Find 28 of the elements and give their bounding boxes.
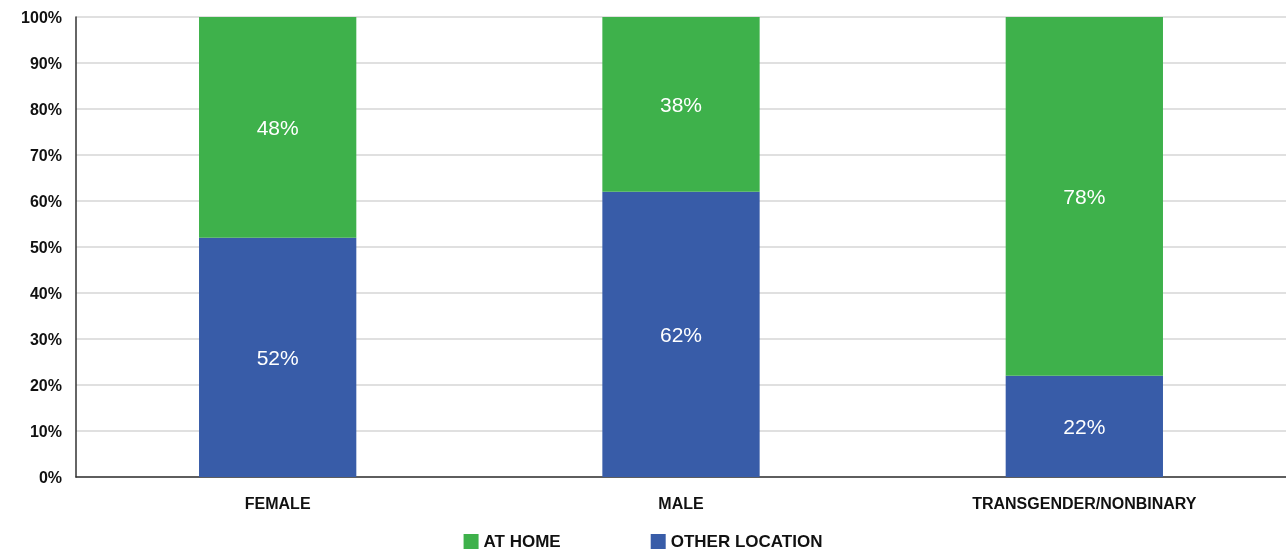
- y-tick-label: 20%: [29, 376, 62, 394]
- data-label: 22%: [1063, 414, 1106, 438]
- y-tick-label: 0%: [38, 468, 62, 486]
- legend-label: AT HOME: [483, 532, 561, 551]
- y-tick-label: 80%: [29, 100, 62, 118]
- data-label: 38%: [659, 92, 703, 116]
- y-tick-label: 70%: [29, 146, 62, 164]
- bar: [602, 191, 760, 477]
- bar: [602, 17, 760, 192]
- data-label: 52%: [256, 345, 299, 369]
- y-tick-label: 90%: [29, 54, 62, 72]
- y-tick-label: 10%: [29, 422, 62, 440]
- y-tick-label: 30%: [29, 330, 62, 348]
- bar: [1005, 17, 1163, 376]
- bar: [199, 17, 357, 238]
- y-tick-label: 60%: [29, 192, 62, 210]
- bar: [1005, 375, 1163, 477]
- y-tick-label: 100%: [21, 8, 62, 26]
- legend-label: OTHER LOCATION: [670, 532, 823, 551]
- bar: [199, 237, 357, 477]
- data-label: 78%: [1063, 184, 1106, 208]
- data-label: 48%: [256, 115, 299, 139]
- y-tick-label: 40%: [29, 284, 62, 302]
- x-tick-label: MALE: [658, 494, 704, 512]
- x-tick-label: TRANSGENDER/NONBINARY: [972, 494, 1197, 512]
- y-tick-label: 50%: [29, 238, 62, 256]
- x-tick-label: FEMALE: [244, 494, 311, 512]
- data-label: 62%: [659, 322, 703, 346]
